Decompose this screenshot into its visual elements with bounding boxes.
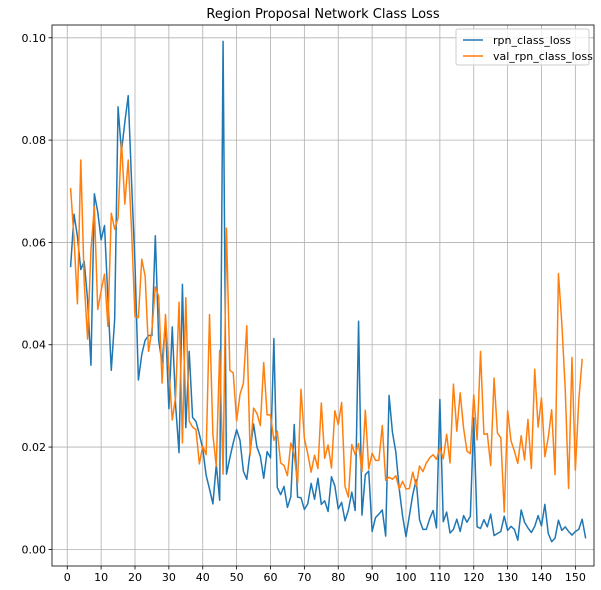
x-tick-label: 80 (331, 571, 345, 584)
x-tick-label: 120 (463, 571, 484, 584)
y-tick-label: 0.06 (22, 236, 47, 249)
x-axis: 0 10 20 30 40 50 60 70 80 90 100 110 120 130 140 150 (64, 566, 586, 584)
legend: rpn_class_loss val_rpn_class_loss (455, 28, 593, 66)
x-tick-label: 70 (297, 571, 311, 584)
x-tick-label: 50 (230, 571, 244, 584)
x-tick-label: 150 (565, 571, 586, 584)
legend-box (455, 28, 590, 66)
x-tick-label: 130 (497, 571, 518, 584)
x-tick-label: 30 (162, 571, 176, 584)
plot-frame (51, 24, 595, 567)
series-lines (69, 40, 587, 543)
x-tick-label: 40 (196, 571, 210, 584)
chart-title: Region Proposal Network Class Loss (206, 7, 439, 22)
x-tick-label: 20 (128, 571, 142, 584)
x-tick-label: 10 (94, 571, 108, 584)
x-tick-label: 100 (395, 571, 416, 584)
x-tick-label: 0 (64, 571, 71, 584)
x-tick-label: 60 (263, 571, 277, 584)
x-tick-label: 140 (531, 571, 552, 584)
y-tick-label: 0.08 (22, 134, 47, 147)
series-line-val-rpn-class-loss (69, 140, 583, 513)
legend-label: val_rpn_class_loss (493, 50, 593, 63)
y-tick-label: 0.04 (22, 339, 47, 352)
y-axis: 0.00 0.02 0.04 0.06 0.08 0.10 (22, 32, 52, 556)
legend-label: rpn_class_loss (493, 34, 571, 47)
y-tick-label: 0.00 (22, 543, 47, 556)
series-line-rpn-class-loss (69, 40, 587, 543)
y-tick-label: 0.10 (22, 32, 47, 45)
x-tick-label: 110 (429, 571, 450, 584)
y-tick-label: 0.02 (22, 441, 47, 454)
x-tick-label: 90 (365, 571, 379, 584)
